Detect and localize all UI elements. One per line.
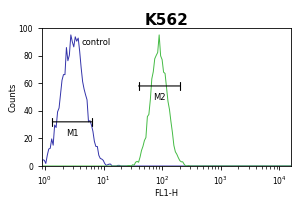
Text: M2: M2 [153, 93, 165, 102]
Title: K562: K562 [145, 13, 188, 28]
Text: control: control [81, 38, 110, 47]
Text: M1: M1 [66, 129, 78, 138]
X-axis label: FL1-H: FL1-H [154, 189, 178, 198]
Y-axis label: Counts: Counts [8, 82, 17, 112]
